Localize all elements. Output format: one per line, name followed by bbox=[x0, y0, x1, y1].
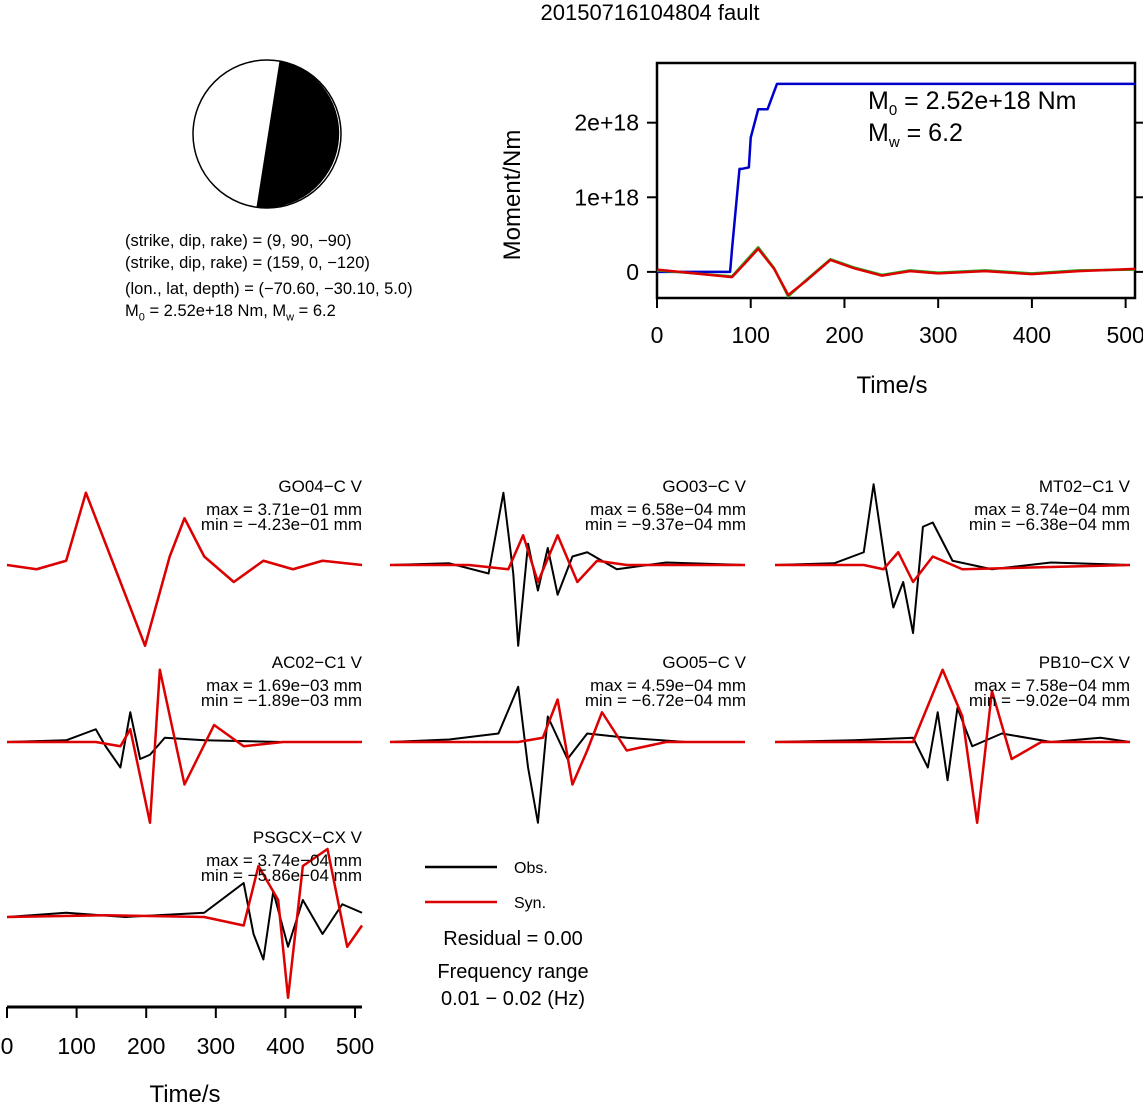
waveform-xtick-label: 0 bbox=[1, 1033, 14, 1059]
station-max: max = 4.59e−04 mm bbox=[590, 676, 746, 695]
waveform-xlabel: Time/s bbox=[149, 1081, 220, 1104]
beachball bbox=[192, 59, 342, 209]
beachball-compressional-quadrant bbox=[256, 60, 340, 208]
station-name: GO04−C V bbox=[278, 477, 362, 496]
observed-trace bbox=[774, 707, 1131, 782]
waveform-xtick-label: 200 bbox=[127, 1033, 165, 1059]
synthetic-trace bbox=[775, 551, 1131, 584]
station-name: PSGCX−CX V bbox=[253, 828, 363, 847]
synthetic-trace bbox=[6, 847, 364, 999]
moment-ytick-label: 0 bbox=[626, 259, 639, 285]
station-name: PB10−CX V bbox=[1039, 653, 1131, 672]
moment-cumulative-line bbox=[657, 82, 1135, 274]
synthetic-trace bbox=[390, 534, 745, 584]
station-name: AC02−C1 V bbox=[272, 653, 363, 672]
station-min: min = −1.89e−03 mm bbox=[201, 691, 362, 710]
legend-obs-label: Obs. bbox=[514, 860, 548, 877]
station-max: max = 6.58e−04 mm bbox=[590, 500, 746, 519]
moment-xlabel: Time/s bbox=[856, 372, 927, 399]
station-min: min = −9.37e−04 mm bbox=[585, 515, 746, 534]
moment-xtick-label: 500 bbox=[1106, 322, 1143, 348]
moment-ylabel: Moment/Nm bbox=[499, 130, 526, 261]
synthetic-trace bbox=[775, 668, 1130, 824]
moment-magnitude-line: M0 = 2.52e+18 Nm, Mw = 6.2 bbox=[125, 302, 336, 324]
station-min: min = −5.86e−04 mm bbox=[201, 866, 362, 885]
focal-mechanism-info: (strike, dip, rake) = (9, 90, −90) (stri… bbox=[125, 230, 413, 328]
residual-text: Residual = 0.00 bbox=[443, 928, 583, 950]
station-max: max = 3.74e−04 mm bbox=[206, 851, 362, 870]
waveform-xtick-label: 100 bbox=[57, 1033, 95, 1059]
moment-rate-red-line bbox=[656, 247, 1136, 297]
frequency-range-value: 0.01 − 0.02 (Hz) bbox=[441, 988, 585, 1010]
moment-ytick-label: 2e+18 bbox=[574, 110, 639, 136]
moment-function-chart: 0 1e+18 2e+18 0 100 200 300 400 500 Moment/Nm T… bbox=[499, 61, 1143, 399]
station-name: GO05−C V bbox=[662, 653, 746, 672]
moment-ytick-label: 1e+18 bbox=[574, 184, 639, 210]
hypocenter-location: (lon., lat, depth) = (−70.60, −30.10, 5.… bbox=[125, 280, 413, 298]
frequency-range-title: Frequency range bbox=[437, 961, 588, 983]
station-max: max = 3.71e−01 mm bbox=[206, 500, 362, 519]
chart-title: 20150716104804 fault bbox=[0, 0, 1143, 26]
moment-plot-frame bbox=[655, 61, 1137, 300]
moment-xtick-label: 100 bbox=[732, 322, 770, 348]
synthetic-trace bbox=[7, 668, 362, 824]
moment-xtick-label: 200 bbox=[825, 322, 863, 348]
station-name: MT02−C1 V bbox=[1039, 477, 1131, 496]
observed-trace bbox=[6, 711, 362, 769]
waveform-xtick-label: 300 bbox=[197, 1033, 235, 1059]
moment-xtick-label: 300 bbox=[919, 322, 957, 348]
station-min: min = −4.23e−01 mm bbox=[201, 515, 362, 534]
waveform-xtick-label: 500 bbox=[336, 1033, 374, 1059]
chart-title-text: 20150716104804 fault bbox=[540, 0, 760, 25]
station-min: min = −6.72e−04 mm bbox=[585, 691, 746, 710]
legend-syn-label: Syn. bbox=[514, 895, 546, 912]
station-max: max = 1.69e−03 mm bbox=[206, 676, 362, 695]
station-name: GO03−C V bbox=[662, 477, 746, 496]
nodal-plane-2: (strike, dip, rake) = (159, 0, −120) bbox=[125, 254, 370, 272]
synthetic-trace bbox=[390, 698, 745, 786]
nodal-plane-1: (strike, dip, rake) = (9, 90, −90) bbox=[125, 232, 352, 250]
observed-trace bbox=[389, 491, 746, 647]
waveform-xtick-label: 400 bbox=[266, 1033, 304, 1059]
observed-trace bbox=[6, 882, 363, 961]
moment-xtick-label: 400 bbox=[1013, 322, 1051, 348]
observed-trace bbox=[389, 685, 745, 824]
station-max: max = 8.74e−04 mm bbox=[974, 500, 1130, 519]
synthetic-trace bbox=[6, 491, 363, 647]
moment-xtick-label: 0 bbox=[651, 322, 664, 348]
moment-mw-label: Mw = 6.2 bbox=[868, 119, 963, 151]
station-min: min = −6.38e−04 mm bbox=[969, 515, 1130, 534]
station-max: max = 7.58e−04 mm bbox=[974, 676, 1130, 695]
station-min: min = −9.02e−04 mm bbox=[969, 691, 1130, 710]
moment-m0-label: M0 = 2.52e+18 Nm bbox=[868, 87, 1076, 119]
